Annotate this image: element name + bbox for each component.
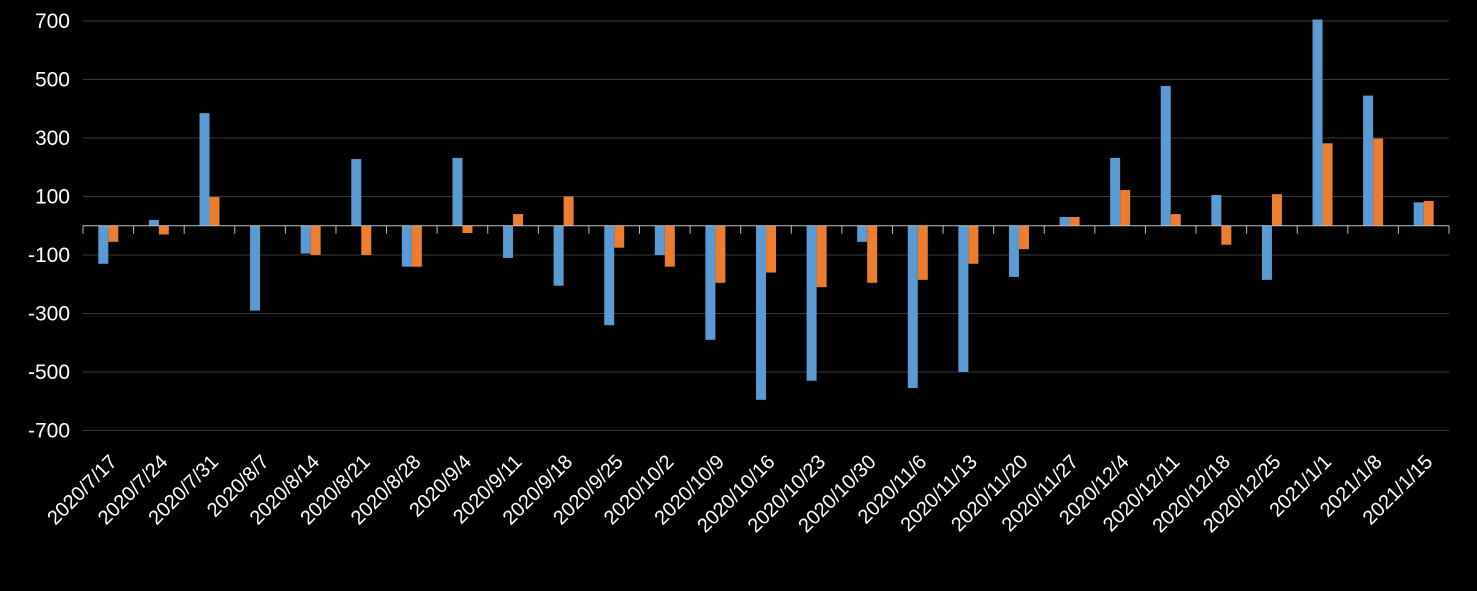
bar-series1 <box>199 113 210 226</box>
bar-series2 <box>513 214 524 226</box>
bar-series2 <box>209 197 220 226</box>
bars <box>98 19 1434 400</box>
bar-series1 <box>756 225 766 400</box>
bar-series2 <box>715 225 726 283</box>
bar-series2 <box>1018 225 1029 250</box>
bar-series2 <box>310 225 321 255</box>
bar-series1 <box>148 219 159 226</box>
bar-series2 <box>1221 225 1232 245</box>
y-tick-label: -700 <box>28 420 70 443</box>
bar-series1 <box>1110 157 1121 226</box>
bar-series1 <box>1008 225 1019 277</box>
bar-series1 <box>604 225 615 326</box>
y-tick-label: 500 <box>35 69 70 92</box>
bar-series1 <box>958 225 969 372</box>
bar-series1 <box>351 159 362 226</box>
bar-series2 <box>1069 216 1080 226</box>
bar-series1 <box>553 225 564 286</box>
bar-series1 <box>1261 225 1272 280</box>
bar-series2 <box>766 225 776 273</box>
y-tick-label: 300 <box>35 127 70 150</box>
x-axis <box>82 225 1450 234</box>
bar-series1 <box>806 225 817 381</box>
bar-series1 <box>907 225 918 389</box>
bar-series1 <box>98 225 109 264</box>
y-tick-label: -100 <box>28 244 70 267</box>
bar-series1 <box>401 225 412 267</box>
bar-series1 <box>250 225 261 311</box>
bar-series2 <box>1373 138 1384 226</box>
bar-series2 <box>1120 190 1131 226</box>
y-tick-label: 100 <box>35 186 70 209</box>
bar-series1 <box>452 157 463 226</box>
bar-series2 <box>1271 194 1282 226</box>
bar-series2 <box>1170 214 1181 226</box>
bar-series1 <box>654 225 665 255</box>
y-tick-label: -300 <box>28 303 70 326</box>
bar-series1 <box>1059 216 1070 226</box>
bar-series2 <box>462 225 473 234</box>
bar-series1 <box>1160 85 1171 226</box>
bar-series2 <box>664 225 675 267</box>
bar-series2 <box>158 225 169 235</box>
bar-series2 <box>917 225 928 280</box>
x-axis-ticks: 2020/7/172020/7/242020/7/312020/8/72020/… <box>43 451 1437 537</box>
bar-series2 <box>361 225 372 255</box>
bar-series1 <box>300 225 311 254</box>
y-tick-label: 700 <box>35 10 70 33</box>
bar-series2 <box>108 225 119 242</box>
bar-series2 <box>614 225 625 248</box>
bar-series1 <box>705 225 716 340</box>
bar-series2 <box>1322 143 1333 226</box>
bar-series2 <box>867 225 878 283</box>
bar-series1 <box>1312 19 1323 226</box>
bar-series2 <box>411 225 422 267</box>
bar-series2 <box>563 196 574 226</box>
bar-series2 <box>968 225 979 264</box>
bar-series1 <box>503 225 514 258</box>
bar-series1 <box>1211 195 1222 226</box>
bar-series2 <box>816 225 827 288</box>
y-tick-label: -500 <box>28 361 70 384</box>
y-axis-ticks: 700 500 300 100 -100 -300 -500 -700 <box>28 10 70 443</box>
bar-series1 <box>1413 202 1424 226</box>
bar-series1 <box>857 225 868 242</box>
bar-series2 <box>1423 200 1434 226</box>
bar-series1 <box>1363 95 1374 226</box>
